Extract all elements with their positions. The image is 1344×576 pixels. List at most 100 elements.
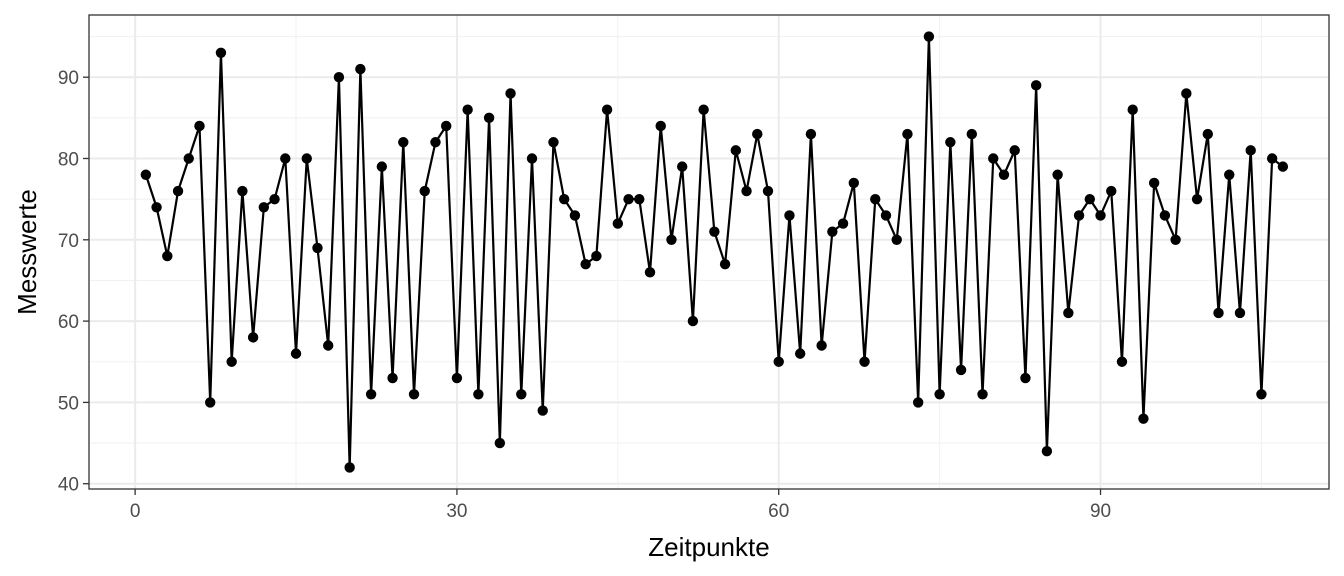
axis-ticks-group [83,76,1102,495]
data-point [505,88,516,99]
data-point [1213,307,1224,319]
data-point [301,153,312,164]
x-tick-label: 0 [130,501,141,522]
data-point [237,185,248,197]
data-point [923,31,935,42]
data-point [451,372,463,384]
data-point [376,161,388,172]
data-point [548,137,559,148]
data-point [215,47,227,59]
data-point [794,348,806,359]
data-point [966,128,978,140]
data-point [312,242,323,254]
plot-panel-border [88,14,1330,490]
minor-gridlines [89,15,1329,489]
data-point [1030,80,1042,91]
data-point [151,202,162,213]
data-point [140,169,152,180]
y-axis-title: Messwerte [12,189,42,315]
data-point [644,267,656,278]
data-point [323,340,334,351]
data-point [1256,389,1267,400]
data-point [762,185,774,197]
data-point [280,153,291,164]
data-point [1234,307,1246,319]
data-point [258,202,270,213]
data-point [483,112,495,124]
data-point [408,389,420,400]
data-point [709,226,720,237]
data-point [194,120,205,132]
data-point [1106,185,1117,197]
data-point [1148,177,1160,189]
data-point [1127,104,1138,115]
data-point [580,258,591,270]
data-point [591,250,602,262]
data-point [398,137,409,148]
data-point [955,364,967,376]
data-point [837,218,849,229]
data-point [419,185,430,197]
y-tick-label: 50 [58,393,79,414]
data-point [355,63,366,75]
data-point [655,120,666,132]
data-point [1181,88,1192,99]
data-point [730,145,742,156]
data-point [859,356,870,367]
y-tick-label: 80 [58,150,79,171]
data-point [1266,153,1278,164]
data-point [988,153,999,164]
data-point [462,104,473,115]
data-point [516,389,527,400]
data-point [827,226,838,237]
data-point [870,193,881,205]
data-point [365,389,377,400]
x-tick-label: 60 [768,501,789,522]
data-point [945,137,956,148]
data-point [784,210,795,221]
tick-labels-group: 0 30 60 90 40 50 60 70 80 90 [58,68,1111,522]
data-point [344,462,355,473]
data-point [558,193,570,205]
data-point [977,389,988,400]
data-point [752,128,763,140]
data-point [494,437,506,449]
x-tick-label: 90 [1090,501,1111,522]
data-point [912,397,924,408]
data-point [902,128,913,140]
data-point [526,153,538,164]
y-tick-label: 40 [58,475,79,496]
data-point [848,177,860,189]
data-point [1170,234,1181,246]
y-tick-label: 60 [58,312,79,333]
data-point [247,332,259,343]
data-point [537,405,548,416]
data-point [1191,193,1203,205]
data-point [333,71,345,83]
data-point [1063,307,1074,319]
data-point [998,169,1010,180]
data-point [1138,413,1149,424]
data-point [387,372,398,384]
data-point [162,250,173,262]
data-point [1020,372,1031,384]
y-tick-label: 90 [58,68,79,89]
data-point [934,389,945,400]
data-point [719,258,731,270]
data-point [634,193,645,205]
data-point [569,210,581,221]
data-point [1159,210,1171,221]
data-point [473,389,484,400]
data-point [1084,193,1095,205]
data-point [623,193,634,205]
data-point [698,104,709,115]
data-point [1095,210,1106,221]
data-point [1277,161,1289,172]
data-point [226,356,237,367]
x-axis-title: Zeitpunkte [648,532,769,562]
data-point [676,161,688,172]
data-point [1009,145,1020,156]
data-point [1041,445,1053,457]
data-point [183,153,194,164]
